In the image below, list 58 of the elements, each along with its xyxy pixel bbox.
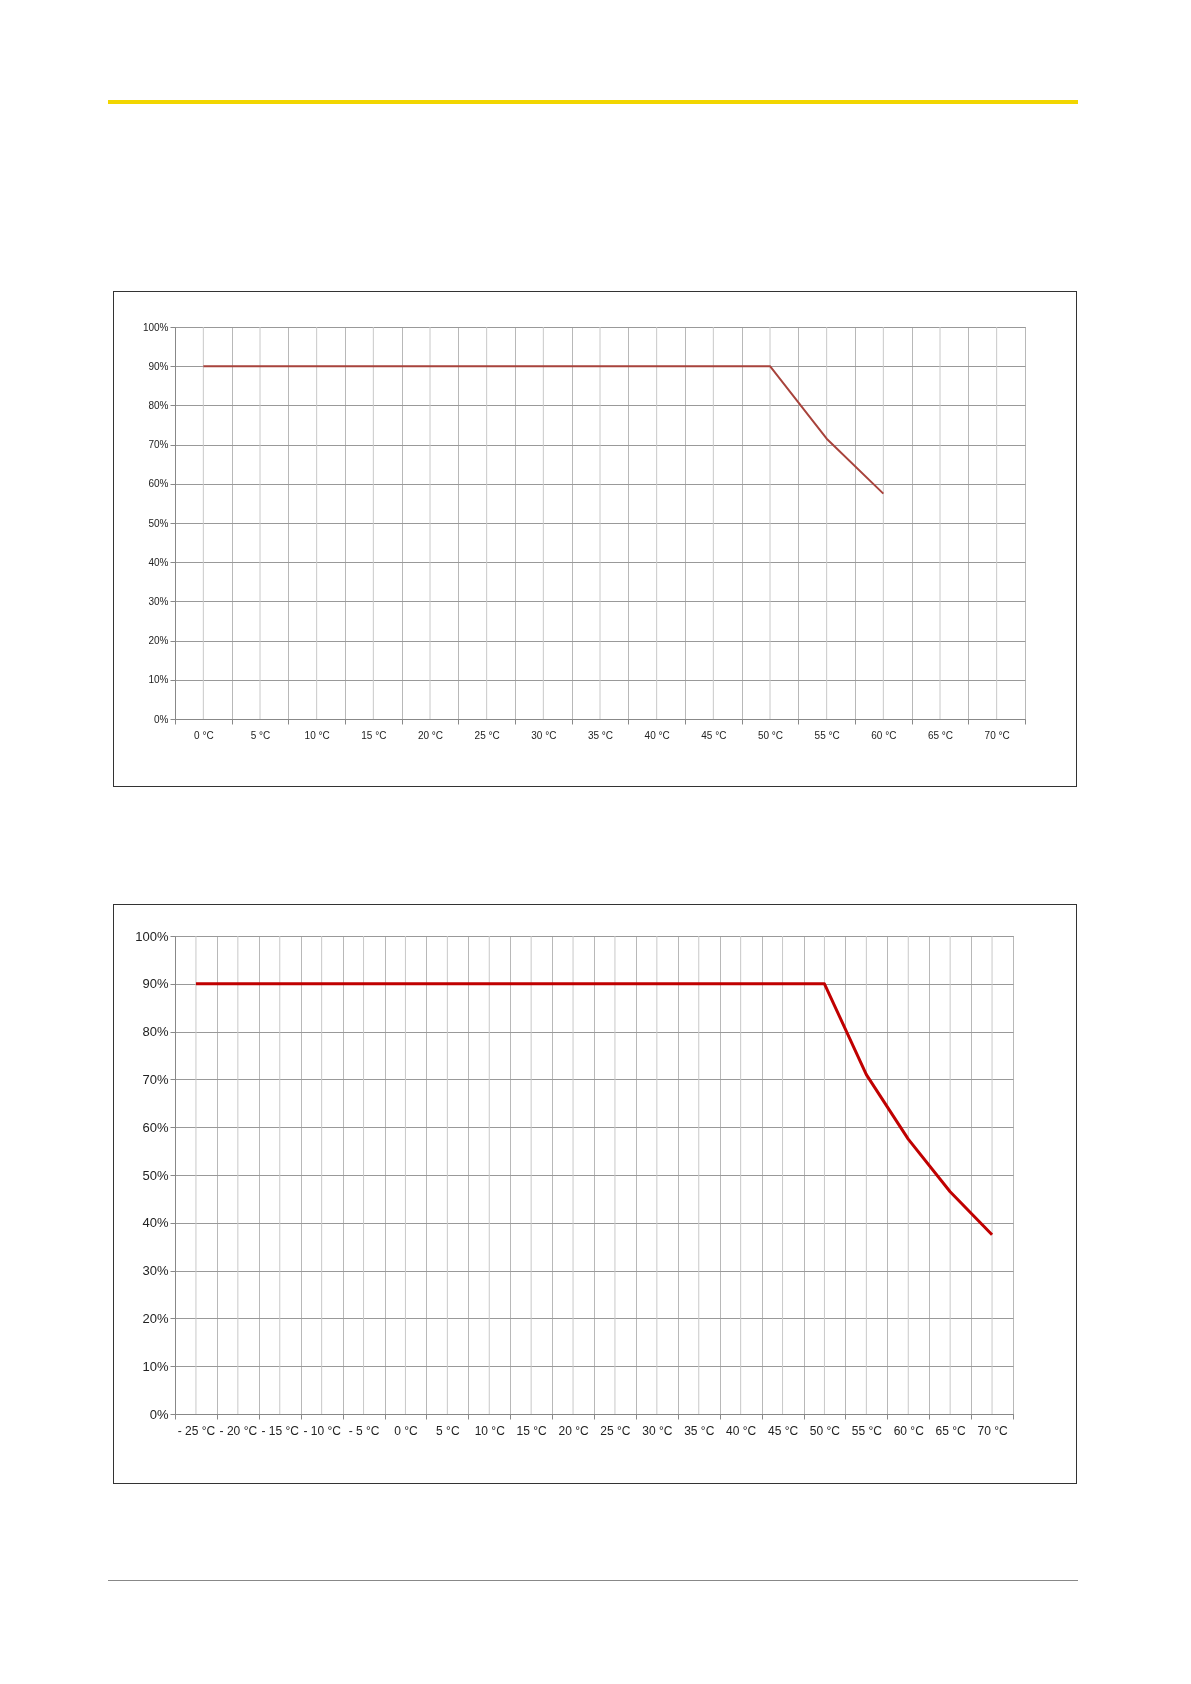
x-tick-label: 20 °C: [558, 1423, 589, 1438]
y-tick-label: 30%: [148, 595, 169, 607]
y-tick-label: 90%: [148, 360, 169, 372]
y-tick-label: 90%: [142, 976, 169, 992]
line-series: [194, 982, 994, 1237]
y-tick-label: 20%: [148, 635, 169, 647]
y-tick-label: 40%: [142, 1215, 169, 1231]
y-tick-label: 10%: [148, 674, 169, 686]
x-tick-label: 10 °C: [474, 1423, 506, 1438]
y-tick-label: 0%: [149, 1406, 169, 1422]
x-tick-label: 35 °C: [587, 729, 614, 741]
x-tick-label: 40 °C: [644, 729, 670, 741]
y-tick-label: 60%: [148, 478, 169, 490]
x-tick-label: 0 °C: [194, 729, 214, 741]
x-tick-label: 5 °C: [250, 729, 271, 741]
y-tick-label: 80%: [142, 1024, 169, 1040]
x-tick-label: 45 °C: [767, 1423, 799, 1438]
x-tick-label: 65 °C: [927, 729, 954, 741]
y-tick-label: 60%: [142, 1119, 169, 1135]
x-tick-label: 55 °C: [851, 1423, 883, 1438]
x-tick-label: 20 °C: [417, 729, 444, 741]
x-tick-label: 65 °C: [935, 1423, 967, 1438]
x-tick-label: 5 °C: [436, 1423, 460, 1438]
x-tick-label: - 10 °C: [303, 1423, 342, 1438]
y-tick-label: 30%: [142, 1263, 169, 1279]
y-tick-label: 70%: [142, 1071, 169, 1087]
x-tick-label: 10 °C: [304, 729, 330, 741]
y-tick-label: 80%: [148, 399, 169, 411]
x-tick-label: 55 °C: [814, 729, 840, 741]
y-tick-label: 10%: [142, 1358, 169, 1374]
x-tick-label: - 20 °C: [219, 1423, 258, 1438]
x-tick-label: 15 °C: [361, 729, 387, 741]
x-tick-label: 45 °C: [701, 729, 727, 741]
y-tick-label: 100%: [135, 928, 169, 944]
x-tick-label: 50 °C: [809, 1423, 841, 1438]
y-tick-label: 50%: [142, 1167, 169, 1183]
x-tick-label: 30 °C: [531, 729, 557, 741]
x-tick-label: 35 °C: [684, 1423, 715, 1438]
x-tick-label: 40 °C: [726, 1423, 757, 1438]
x-tick-label: - 15 °C: [261, 1423, 300, 1438]
y-tick-label: 100%: [142, 321, 169, 333]
x-tick-label: 25 °C: [474, 729, 500, 741]
x-tick-label: 70 °C: [984, 729, 1010, 741]
x-tick-label: 50 °C: [757, 729, 784, 741]
x-tick-label: 60 °C: [893, 1423, 925, 1438]
y-tick-label: 50%: [148, 517, 169, 529]
y-tick-label: 40%: [148, 556, 169, 568]
y-tick-label: 0%: [154, 713, 169, 725]
x-tick-label: 0 °C: [394, 1423, 419, 1438]
x-tick-label: 30 °C: [642, 1423, 673, 1438]
y-tick-label: 70%: [148, 439, 169, 451]
x-tick-label: 25 °C: [600, 1423, 631, 1438]
y-tick-label: 20%: [142, 1310, 169, 1326]
x-tick-label: - 5 °C: [348, 1423, 380, 1438]
x-tick-label: 60 °C: [871, 729, 897, 741]
x-tick-label: 15 °C: [516, 1423, 548, 1438]
x-tick-label: - 25 °C: [177, 1423, 216, 1438]
x-tick-label: 70 °C: [977, 1423, 1008, 1438]
